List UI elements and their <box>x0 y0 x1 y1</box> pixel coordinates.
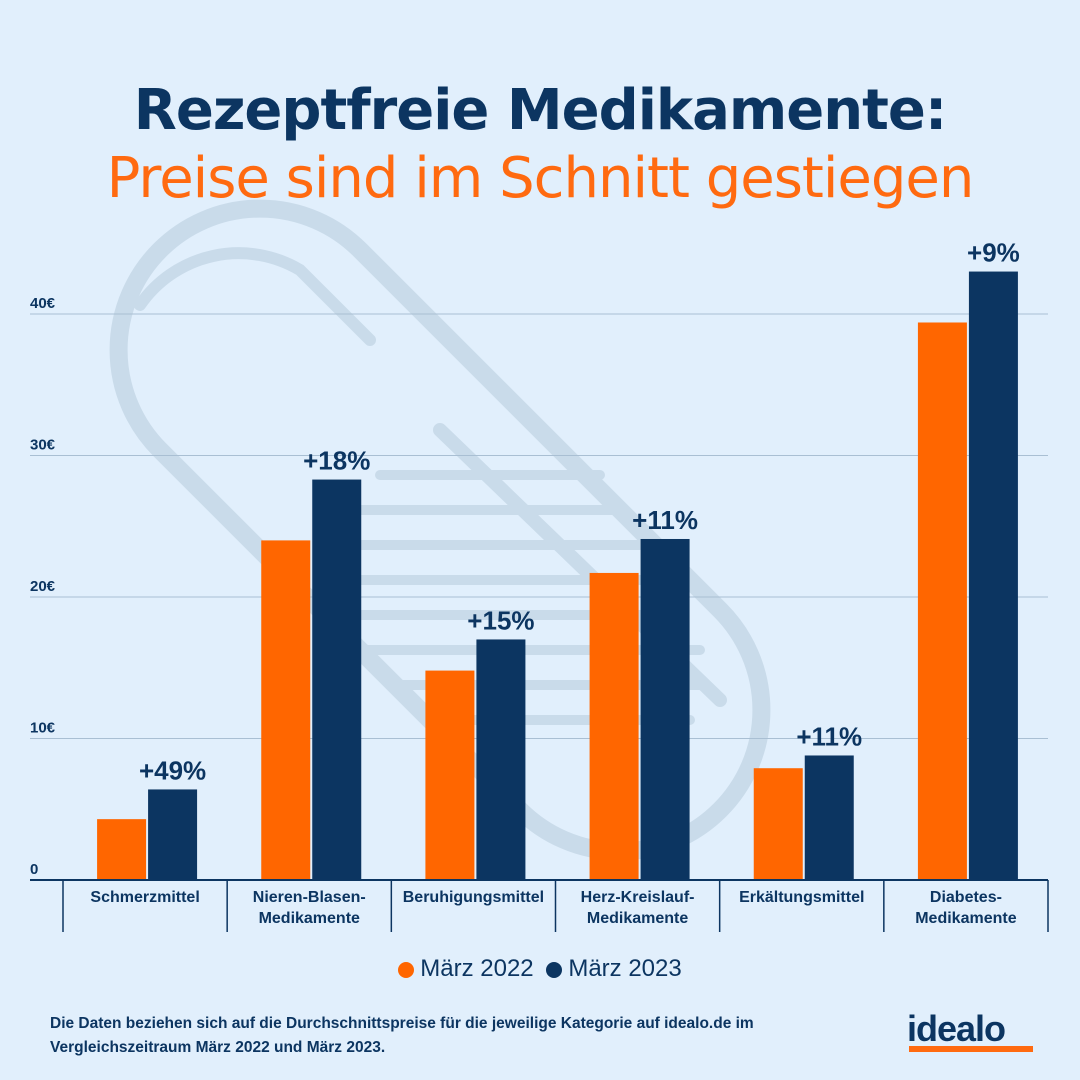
bar-2022 <box>917 322 967 880</box>
y-tick-label: 40€ <box>30 295 56 312</box>
footnote: Die Daten beziehen sich auf die Durchsch… <box>50 1015 754 1056</box>
category-label: Medikamente <box>259 910 360 927</box>
chart-title: Rezeptfreie Medikamente: <box>133 78 948 143</box>
legend: März 2022 März 2023 <box>0 955 1080 983</box>
change-annotation: +49% <box>139 755 206 785</box>
bar-2023 <box>312 479 362 880</box>
category-label: Medikamente <box>915 910 1016 927</box>
y-tick-label: 30€ <box>30 437 56 454</box>
y-tick-label: 20€ <box>30 578 56 595</box>
change-annotation: +15% <box>467 605 534 635</box>
category-label: Erkältungsmittel <box>739 889 864 906</box>
legend-label-2023: März 2023 <box>568 955 682 982</box>
category-label: Nieren-Blasen- <box>253 889 366 906</box>
bar-2023 <box>968 271 1018 880</box>
bar-2022 <box>97 819 147 880</box>
idealo-logo: idealo <box>907 1008 1006 1049</box>
category-label: Medikamente <box>587 910 688 927</box>
legend-item-2022: März 2022 <box>398 955 540 982</box>
category-label: Diabetes- <box>930 889 1002 906</box>
bar-2023 <box>148 789 198 880</box>
change-annotation: +18% <box>303 446 370 476</box>
y-tick-label: 10€ <box>30 720 56 737</box>
change-annotation: +11% <box>632 505 698 535</box>
legend-item-2023: März 2023 <box>546 955 682 982</box>
change-annotation: +9% <box>967 238 1020 268</box>
category-label: Herz-Kreislauf- <box>581 889 695 906</box>
bar-2023 <box>640 538 690 880</box>
change-annotation: +11% <box>796 721 862 751</box>
bar-2023 <box>476 639 526 880</box>
category-label: Beruhigungsmittel <box>403 889 544 906</box>
bar-2022 <box>753 768 803 880</box>
logo-underline <box>909 1046 1033 1052</box>
bar-2022 <box>589 572 639 880</box>
bar-2023 <box>804 755 854 880</box>
legend-dot-2022 <box>398 961 415 978</box>
y-tick-label: 0 <box>30 861 38 878</box>
category-label: Schmerzmittel <box>90 889 199 906</box>
legend-label-2022: März 2022 <box>420 955 534 982</box>
bar-2022 <box>425 670 475 880</box>
bar-2022 <box>261 540 311 880</box>
legend-dot-2023 <box>546 961 563 978</box>
